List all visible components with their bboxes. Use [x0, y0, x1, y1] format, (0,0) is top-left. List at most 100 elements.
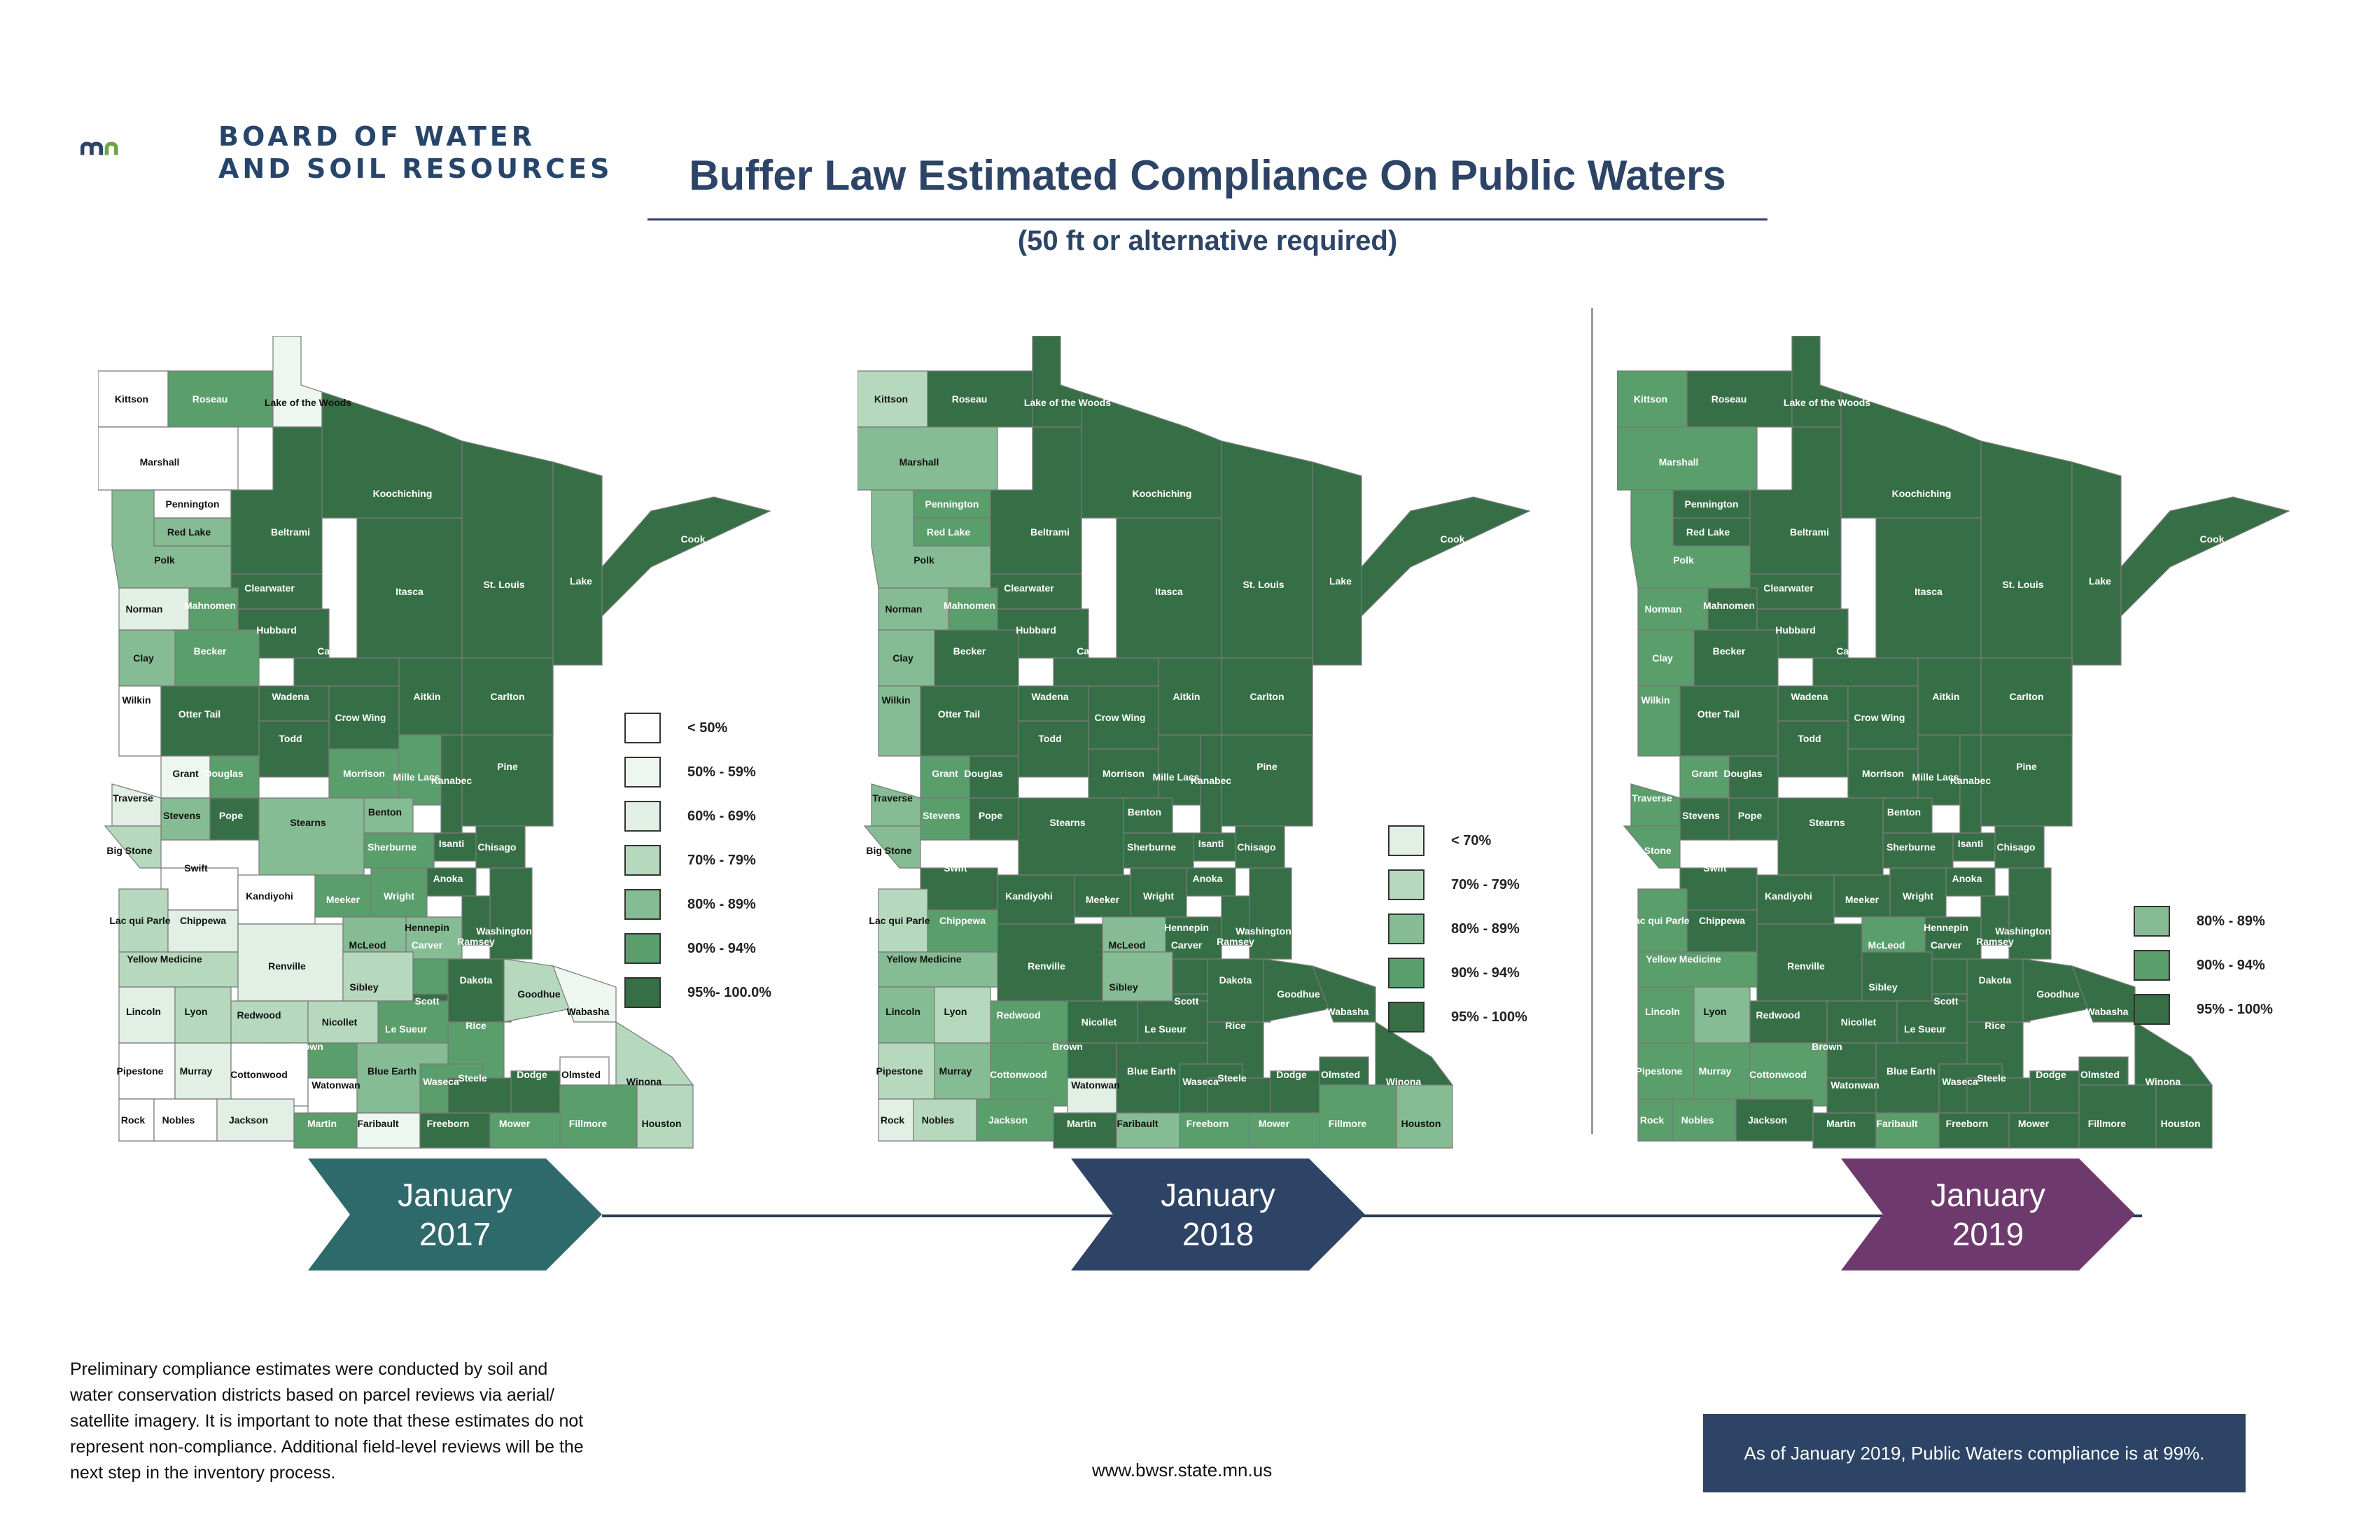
- legend-2019: 80% - 89% 90% - 94% 95% - 100%: [2134, 903, 2358, 1029]
- county-label: Olmsted: [1321, 1069, 1360, 1080]
- county-swift: [1679, 867, 1758, 911]
- county-label: Houston: [2161, 1118, 2201, 1129]
- county-washington: [489, 867, 533, 960]
- county-label: Pine: [1256, 761, 1278, 772]
- county-map-svg: Kittson Roseau Lake of the Woods Marshall Pe…: [1616, 335, 2290, 1149]
- county-label: Benton: [1887, 806, 1921, 818]
- county-label: Crow Wing: [335, 712, 386, 723]
- legend-swatch: [2134, 950, 2170, 981]
- county-label: Blue Earth: [1886, 1065, 1935, 1077]
- county-pine: [1221, 734, 1313, 827]
- county-label: Pennington: [925, 498, 979, 510]
- county-label: Swift: [184, 862, 208, 874]
- county-becker: [174, 629, 260, 687]
- legend-swatch: [624, 845, 661, 876]
- county-label: Grant: [932, 768, 958, 779]
- county-label: Brown: [1812, 1041, 1842, 1052]
- county-label: Rock: [1640, 1114, 1664, 1126]
- county-label: Kandiyohi: [1005, 890, 1053, 902]
- county-label: Carlton: [491, 691, 525, 702]
- county-label: Itasca: [396, 586, 424, 597]
- county-label: Wilkin: [1641, 694, 1670, 706]
- legend-swatch: [624, 713, 661, 743]
- county-label: Anoka: [433, 873, 463, 884]
- legend-swatch: [624, 977, 661, 1008]
- county-label: Winona: [2146, 1076, 2181, 1087]
- chevron-2019-year: 2019: [1952, 1216, 2024, 1252]
- legend-item: 80% - 89%: [624, 886, 756, 923]
- county-label: Red Lake: [927, 526, 970, 538]
- county-fillmore: [2078, 1084, 2157, 1149]
- county-label: Winona: [1386, 1076, 1422, 1087]
- county-label: Stevens: [923, 810, 960, 821]
- county-label: Beltrami: [1790, 526, 1829, 538]
- county-label: Sherburne: [1886, 841, 1935, 853]
- chevron-2017-shape: [308, 1158, 602, 1270]
- county-mille-lacs: [1158, 734, 1201, 806]
- county-lake-of-the-woods: [272, 335, 323, 428]
- legend-label: 70% - 79%: [687, 852, 756, 868]
- county-label: Stevens: [163, 810, 201, 821]
- county-label: Washington: [1995, 925, 2051, 937]
- county-redwood: [230, 1000, 309, 1044]
- county-label: McLeod: [1868, 939, 1905, 951]
- county-label: Washington: [476, 925, 532, 937]
- county-label: Marshall: [899, 456, 939, 468]
- county-label: Rice: [1984, 1020, 2005, 1031]
- county-label: Faribault: [1116, 1118, 1158, 1129]
- county-label: Anoka: [1952, 873, 1982, 884]
- website-link[interactable]: www.bwsr.state.mn.us: [1092, 1460, 1273, 1480]
- county-label: Wabasha: [567, 1006, 610, 1017]
- county-label: Mahnomen: [1703, 600, 1755, 611]
- county-label: Yellow Medicine: [127, 953, 202, 965]
- county-label: Carlton: [1250, 691, 1284, 702]
- county-label: Wabasha: [2086, 1006, 2129, 1017]
- county-label: Washington: [1236, 925, 1292, 937]
- county-label: Mower: [1259, 1118, 1290, 1129]
- county-sibley: [1102, 951, 1173, 1002]
- legend-item: < 70%: [1388, 822, 1491, 859]
- county-label: Crow Wing: [1854, 712, 1905, 723]
- county-label: Roseau: [952, 393, 988, 405]
- county-label: Brown: [1052, 1041, 1083, 1052]
- county-label: Douglas: [204, 768, 243, 779]
- county-label: Grant: [1691, 768, 1718, 779]
- county-label: Mower: [2018, 1118, 2050, 1129]
- county-map-svg: Kittson Roseau Lake of the Woods Marshall Pe…: [97, 335, 771, 1149]
- county-dakota: [1207, 958, 1271, 1023]
- county-label: Rock: [121, 1114, 145, 1126]
- methodology-note: Preliminary compliance estimates were co…: [70, 1357, 686, 1486]
- timeline-chevron-2017: January 2017: [308, 1158, 602, 1270]
- county-label: Chippewa: [180, 915, 226, 926]
- chevron-2019-shape: [1841, 1158, 2135, 1270]
- legend-swatch: [1388, 1002, 1424, 1032]
- county-label: Murray: [1699, 1065, 1732, 1077]
- county-label: Benton: [368, 806, 402, 818]
- county-label: Carlton: [2010, 691, 2044, 702]
- county-label: Todd: [279, 733, 302, 744]
- county-label: Sherburne: [368, 841, 416, 853]
- county-label: Martin: [307, 1118, 337, 1129]
- county-koochiching: [1081, 391, 1222, 519]
- county-label: Dodge: [517, 1069, 547, 1080]
- county-todd: [1018, 720, 1089, 778]
- county-label: Lake: [1329, 575, 1352, 587]
- chevron-2019-month: January: [1931, 1177, 2045, 1213]
- county-label: Swift: [944, 862, 967, 874]
- county-label: Koochiching: [1892, 488, 1952, 499]
- county-label: Isanti: [1958, 838, 1984, 849]
- legend-label: 90% - 94%: [1451, 965, 1520, 981]
- county-label: Sibley: [1109, 981, 1138, 993]
- county-label: Isanti: [1198, 838, 1224, 849]
- logo-line-2: AND SOIL RESOURCES: [218, 153, 613, 184]
- legend-label: < 50%: [687, 720, 728, 736]
- county-label: Sherburne: [1127, 841, 1176, 853]
- county-label: Wilkin: [881, 694, 910, 706]
- legend-swatch: [2134, 906, 2170, 937]
- county-label: Norman: [126, 603, 163, 615]
- county-label: Wadena: [1031, 691, 1068, 702]
- county-label: Morrison: [1862, 768, 1904, 779]
- county-label: Hubbard: [256, 624, 297, 636]
- county-mille-lacs: [398, 734, 442, 806]
- county-label: Morrison: [1102, 768, 1144, 779]
